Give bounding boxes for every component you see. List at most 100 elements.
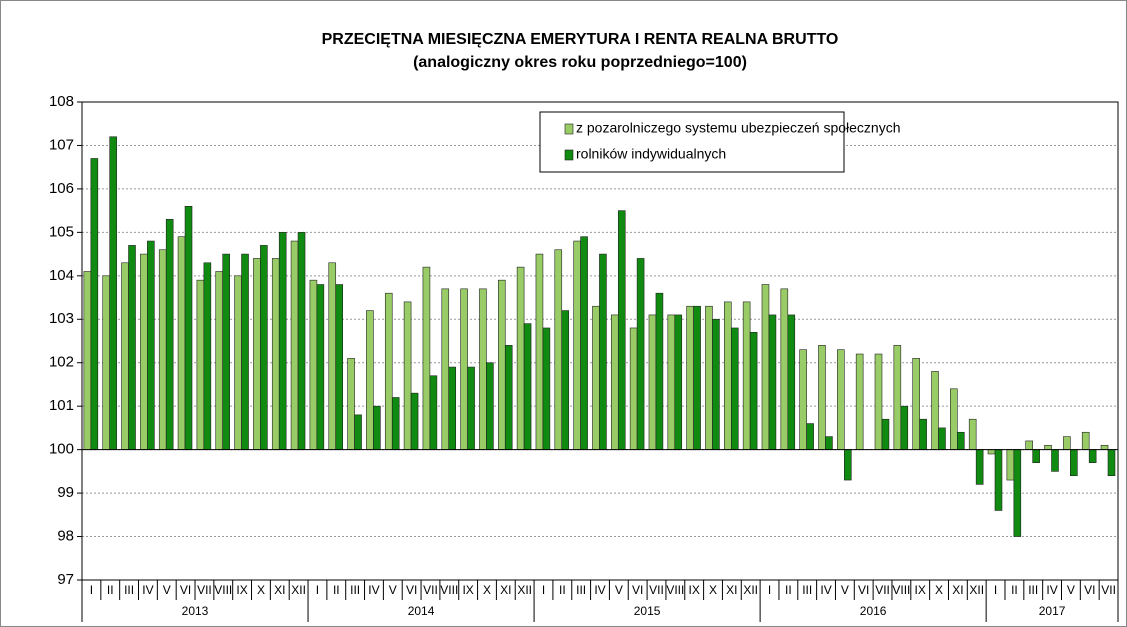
bar	[580, 236, 588, 450]
y-tick-label: 99	[57, 484, 74, 501]
bar	[761, 284, 770, 450]
x-tick-label: XI	[726, 583, 737, 597]
bar	[787, 314, 796, 450]
bar	[486, 362, 494, 450]
x-tick-label: X	[935, 583, 943, 597]
bar	[1088, 449, 1097, 463]
x-tick-label: XII	[743, 583, 758, 597]
bar	[611, 314, 619, 450]
x-tick-label: VIII	[892, 583, 910, 597]
y-tick-label: 107	[49, 136, 74, 153]
bar	[938, 427, 946, 450]
x-tick-label: III	[350, 583, 360, 597]
bar	[278, 232, 287, 450]
year-label: 2015	[634, 604, 661, 618]
bar	[693, 305, 701, 450]
bar	[83, 271, 92, 450]
x-tick-label: V	[389, 583, 397, 597]
year-label: 2017	[1039, 604, 1066, 618]
y-tick-label: 105	[49, 223, 74, 240]
bar	[523, 323, 532, 450]
bar	[629, 327, 638, 450]
bar	[121, 262, 129, 450]
legend-swatch	[564, 149, 574, 161]
bar	[742, 301, 751, 450]
bar	[994, 449, 1003, 511]
x-tick-label: IV	[1046, 583, 1057, 597]
x-tick-label: I	[768, 583, 771, 597]
bar	[109, 136, 117, 450]
x-tick-label: VIII	[214, 583, 232, 597]
bar	[599, 253, 607, 450]
bar	[177, 236, 186, 450]
bar	[328, 262, 337, 450]
legend-swatch	[564, 123, 574, 135]
bar	[140, 253, 148, 450]
y-tick-label: 106	[49, 180, 74, 197]
bar	[1044, 444, 1052, 450]
bar	[391, 397, 400, 450]
bar	[1006, 449, 1015, 481]
x-tick-label: XII	[291, 583, 306, 597]
x-tick-label: I	[542, 583, 545, 597]
x-tick-label: X	[257, 583, 265, 597]
x-tick-label: X	[483, 583, 491, 597]
bar	[271, 258, 280, 450]
y-tick-label: 97	[57, 571, 74, 588]
bar	[674, 314, 683, 450]
bar	[90, 158, 99, 450]
bar	[968, 418, 977, 450]
bar	[460, 288, 468, 450]
x-tick-label: X	[709, 583, 717, 597]
x-tick-label: IX	[689, 583, 700, 597]
bar	[825, 436, 833, 450]
x-tick-label: II	[1011, 583, 1018, 597]
y-tick-label: 108	[49, 93, 74, 110]
bar	[855, 353, 864, 450]
x-tick-label: VI	[1084, 583, 1095, 597]
bar	[900, 405, 909, 450]
bar	[1070, 449, 1078, 477]
bar	[241, 253, 249, 450]
bar	[1107, 449, 1116, 477]
bar	[290, 240, 299, 450]
bar	[893, 345, 902, 450]
y-tick-label: 102	[49, 354, 74, 371]
bar	[1100, 444, 1109, 450]
bar	[422, 266, 431, 450]
chart-title: PRZECIĘTNA MIESIĘCZNA EMERYTURA I RENTA …	[322, 31, 839, 48]
bar	[818, 345, 826, 450]
legend-box	[539, 111, 845, 173]
x-tick-label: II	[107, 583, 114, 597]
bar	[1051, 449, 1059, 472]
bar	[1032, 449, 1040, 463]
bar	[636, 258, 645, 450]
bar	[806, 423, 814, 450]
bar	[724, 301, 732, 450]
bar	[573, 240, 581, 450]
x-tick-label: IX	[462, 583, 473, 597]
x-tick-label: IX	[915, 583, 926, 597]
bar	[799, 349, 807, 450]
bar	[957, 431, 965, 450]
bar	[253, 258, 261, 450]
bar	[912, 358, 920, 450]
bar	[222, 253, 230, 450]
x-tick-label: XI	[274, 583, 285, 597]
x-tick-label: VI	[406, 583, 417, 597]
bar	[730, 327, 739, 450]
x-tick-label: VI	[180, 583, 191, 597]
bar	[1013, 449, 1022, 537]
y-tick-label: 98	[57, 528, 74, 545]
bar	[686, 305, 694, 450]
bar	[335, 284, 343, 450]
x-tick-label: V	[841, 583, 849, 597]
bar	[366, 310, 374, 450]
bar	[147, 240, 155, 450]
bar	[919, 418, 927, 450]
x-tick-label: XII	[969, 583, 984, 597]
x-tick-label: VII	[649, 583, 664, 597]
year-label: 2014	[408, 604, 435, 618]
bar	[309, 279, 318, 450]
